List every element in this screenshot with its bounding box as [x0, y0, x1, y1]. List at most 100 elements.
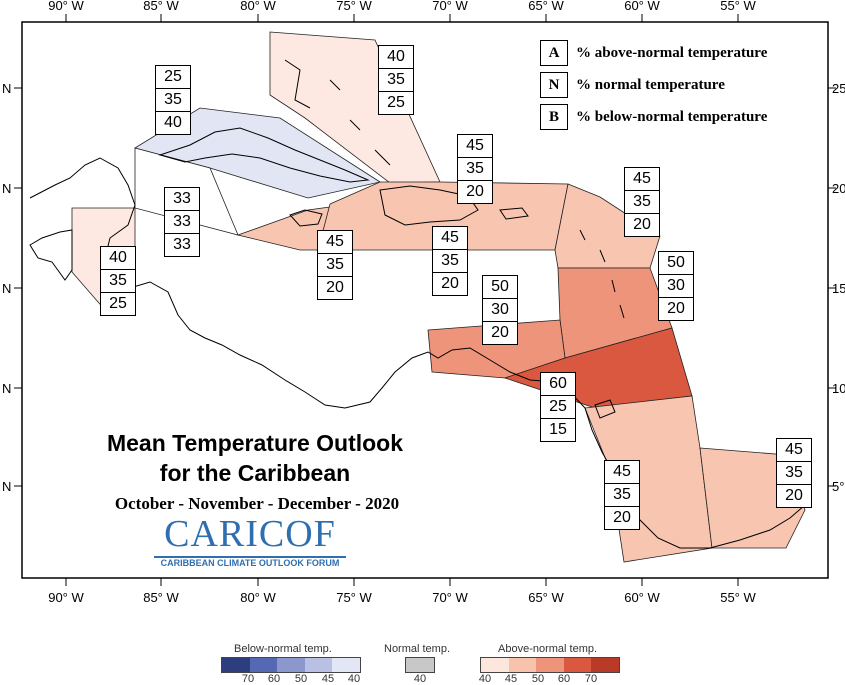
colorbar-normal-label: Normal temp. — [384, 643, 451, 655]
map-title: Mean Temperature Outlook for the Caribbe… — [70, 428, 440, 488]
ylabel-left: N — [2, 281, 11, 296]
prob-below: 20 — [441, 275, 459, 292]
coastlines — [29, 59, 806, 549]
prob-below: 20 — [326, 279, 344, 296]
legend-row: A % above-normal temperature — [540, 40, 802, 66]
logo-tagline: CARIBBEAN CLIMATE OUTLOOK FORUM — [160, 558, 340, 568]
prob-box-hispaniola: 45 35 20 — [457, 134, 493, 204]
xlabel-top: 55° W — [720, 0, 756, 13]
prob-above: 40 — [379, 46, 413, 69]
prob-normal: 35 — [318, 254, 352, 277]
colorbar-above-swatch — [536, 658, 564, 672]
legend-key: B — [540, 104, 568, 130]
colorbar-above-swatch — [508, 658, 537, 672]
colorbar-above-label: Above-normal temp. — [498, 643, 598, 655]
ylabel-right: 20 — [832, 181, 845, 196]
xlabel-bottom: 75° W — [336, 590, 372, 605]
colorbar-value: 40 — [478, 673, 492, 685]
xlabel-top: 65° W — [528, 0, 564, 13]
prob-normal: 25 — [541, 396, 575, 419]
prob-above: 25 — [156, 66, 190, 89]
prob-normal: 35 — [458, 158, 492, 181]
xlabel-bottom: 55° W — [720, 590, 756, 605]
xlabel-bottom: 65° W — [528, 590, 564, 605]
logo-rule — [154, 556, 346, 558]
prob-box-cayman: 33 33 33 — [164, 187, 200, 257]
prob-above: 45 — [625, 168, 659, 191]
prob-normal: 30 — [483, 299, 517, 322]
colorbar-normal-swatch — [405, 657, 435, 673]
prob-above: 45 — [777, 439, 811, 462]
ylabel-left: N — [2, 181, 11, 196]
prob-above: 45 — [433, 227, 467, 250]
prob-below: 33 — [173, 236, 191, 253]
xlabel-bottom: 80° W — [240, 590, 276, 605]
prob-normal: 35 — [101, 270, 135, 293]
colorbar-value: 40 — [413, 673, 427, 685]
prob-above: 45 — [458, 135, 492, 158]
colorbar-above-swatch — [563, 658, 592, 672]
colorbar-above-swatch — [591, 658, 619, 672]
xlabel-top: 80° W — [240, 0, 276, 13]
prob-normal: 35 — [433, 250, 467, 273]
prob-box-trinidad: 60 25 15 — [540, 372, 576, 442]
prob-below: 20 — [785, 487, 803, 504]
colorbar-value: 50 — [294, 673, 308, 685]
prob-box-abc: 50 30 20 — [482, 275, 518, 345]
colorbar-value: 70 — [584, 673, 598, 685]
colorbar-below-swatch — [332, 658, 360, 672]
prob-below: 25 — [387, 94, 405, 111]
ylabel-left: N — [2, 479, 11, 494]
prob-normal: 35 — [156, 89, 190, 112]
prob-above: 50 — [483, 276, 517, 299]
prob-below: 20 — [613, 509, 631, 526]
prob-normal: 35 — [625, 191, 659, 214]
xlabel-top: 75° W — [336, 0, 372, 13]
legend-row: B % below-normal temperature — [540, 104, 802, 130]
colorbar-below-swatch — [277, 658, 305, 672]
colorbar-below-swatch — [304, 658, 333, 672]
logo-wordmark: CARICOF — [164, 513, 336, 555]
prob-below: 20 — [466, 183, 484, 200]
colorbar-below-swatch — [222, 658, 250, 672]
prob-normal: 35 — [777, 462, 811, 485]
legend-key: A — [540, 40, 568, 66]
title-line2: for the Caribbean — [159, 460, 351, 486]
prob-above: 50 — [659, 252, 693, 275]
legend-row: N % normal temperature — [540, 72, 802, 98]
prob-box-puerto-rico: 45 35 20 — [432, 226, 468, 296]
xlabel-top: 60° W — [624, 0, 660, 13]
ylabel-left: N — [2, 81, 11, 96]
prob-box-windward: 50 30 20 — [658, 251, 694, 321]
prob-normal: 35 — [379, 69, 413, 92]
prob-above: 33 — [165, 188, 199, 211]
colorbar-value: 60 — [557, 673, 571, 685]
probability-legend: A % above-normal temperature N % normal … — [540, 40, 802, 136]
colorbar-value: 45 — [321, 673, 335, 685]
colorbar-above-swatches — [480, 657, 620, 673]
colorbar-below-label: Below-normal temp. — [234, 643, 332, 655]
prob-below: 20 — [667, 300, 685, 317]
xlabel-bottom: 60° W — [624, 590, 660, 605]
ylabel-left: N — [2, 381, 11, 396]
xlabel-top: 90° W — [48, 0, 84, 13]
colorbar-value: 50 — [531, 673, 545, 685]
prob-below: 15 — [549, 421, 567, 438]
map-subtitle: October - November - December - 2020 — [114, 494, 400, 513]
ylabel-right: 5° — [832, 479, 844, 494]
prob-normal: 35 — [605, 484, 639, 507]
prob-box-guyana: 45 35 20 — [604, 460, 640, 530]
colorbar-value: 40 — [347, 673, 361, 685]
prob-box-jamaica: 45 35 20 — [317, 230, 353, 300]
colorbar-value: 45 — [504, 673, 518, 685]
ylabel-right: 15 — [832, 281, 845, 296]
prob-box-cuba: 25 35 40 — [155, 65, 191, 135]
prob-below: 25 — [109, 295, 127, 312]
prob-below: 20 — [633, 216, 651, 233]
prob-above: 60 — [541, 373, 575, 396]
prob-box-belize: 40 35 25 — [100, 246, 136, 316]
title-line1: Mean Temperature Outlook — [106, 430, 404, 456]
prob-normal: 33 — [165, 211, 199, 234]
prob-normal: 30 — [659, 275, 693, 298]
legend-text: % below-normal temperature — [576, 108, 768, 125]
